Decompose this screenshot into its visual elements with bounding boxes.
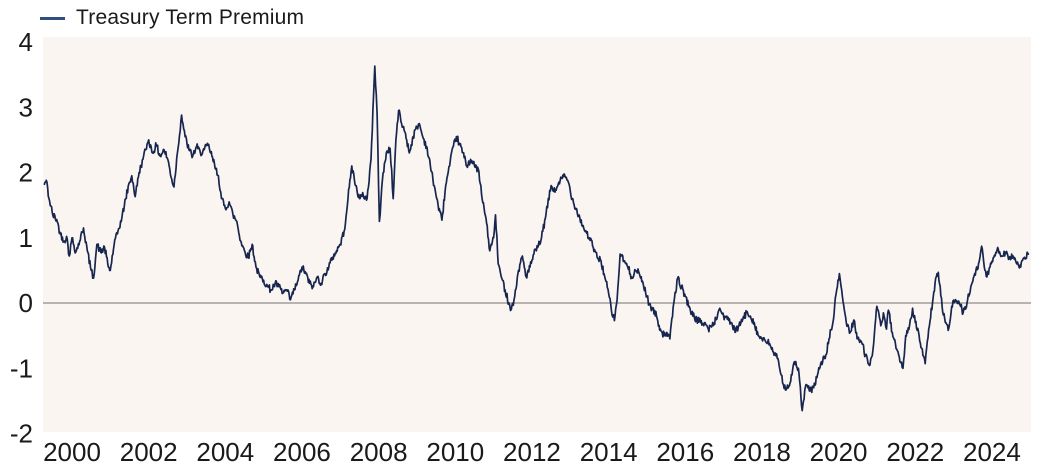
- y-tick-label: 2: [19, 158, 33, 188]
- x-axis-labels: 2000 2002 2004 2006 2008 2010 2012 2014 2016 2018…: [43, 437, 1021, 467]
- x-tick-label: 2008: [350, 437, 408, 467]
- legend: Treasury Term Premium: [40, 6, 304, 30]
- y-tick-label: 3: [19, 92, 33, 122]
- x-tick-label: 2016: [656, 437, 714, 467]
- x-tick-label: 2024: [963, 437, 1021, 467]
- y-tick-label: 0: [19, 288, 33, 318]
- x-tick-label: 2018: [733, 437, 791, 467]
- x-tick-label: 2022: [886, 437, 944, 467]
- x-tick-label: 2006: [273, 437, 331, 467]
- x-tick-label: 2020: [810, 437, 868, 467]
- x-tick-label: 2000: [43, 437, 101, 467]
- x-tick-label: 2014: [580, 437, 638, 467]
- x-tick-label: 2010: [426, 437, 484, 467]
- legend-line-marker-icon: [40, 16, 65, 20]
- y-tick-label: 4: [19, 27, 33, 57]
- plot-area: [43, 37, 1031, 432]
- y-tick-label: -1: [10, 353, 33, 383]
- legend-label: Treasury Term Premium: [76, 6, 305, 29]
- y-tick-label: 1: [19, 223, 33, 253]
- x-tick-label: 2012: [503, 437, 561, 467]
- treasury-term-premium-line: [43, 65, 1030, 412]
- y-tick-label: -2: [10, 419, 33, 449]
- x-tick-label: 2004: [196, 437, 254, 467]
- y-axis-labels: 4 3 2 1 0 -1 -2: [10, 27, 33, 449]
- x-tick-label: 2002: [120, 437, 178, 467]
